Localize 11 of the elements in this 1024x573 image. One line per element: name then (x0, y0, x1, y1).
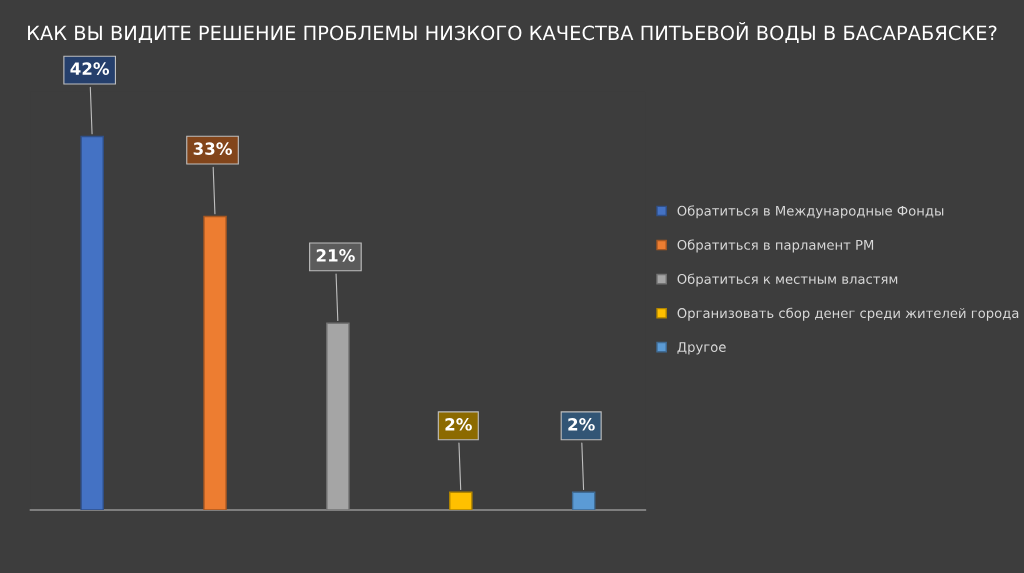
data-label: 33% (193, 142, 232, 155)
legend-label: Обратиться к местным властям (677, 273, 898, 287)
legend-label: Другое (677, 342, 726, 355)
data-label: 2% (568, 418, 595, 431)
legend-label: Организовать сбор денег среди жителей города (677, 307, 1019, 321)
data-label: 2% (445, 418, 472, 431)
data-label: 21% (316, 249, 355, 262)
legend-label: Обратиться в парламент РМ (677, 239, 874, 253)
legend-label: Обратиться в Международные Фонды (677, 205, 944, 219)
data-label: 42% (70, 62, 110, 75)
chart-title: КАК ВЫ ВИДИТЕ РЕШЕНИЕ ПРОБЛЕМЫ НИЗКОГО КАЧЕСТВА ПИТЬЕВОЙ ВОДЫ В БАСАРАБЯСКЕ? (28, 21, 997, 43)
